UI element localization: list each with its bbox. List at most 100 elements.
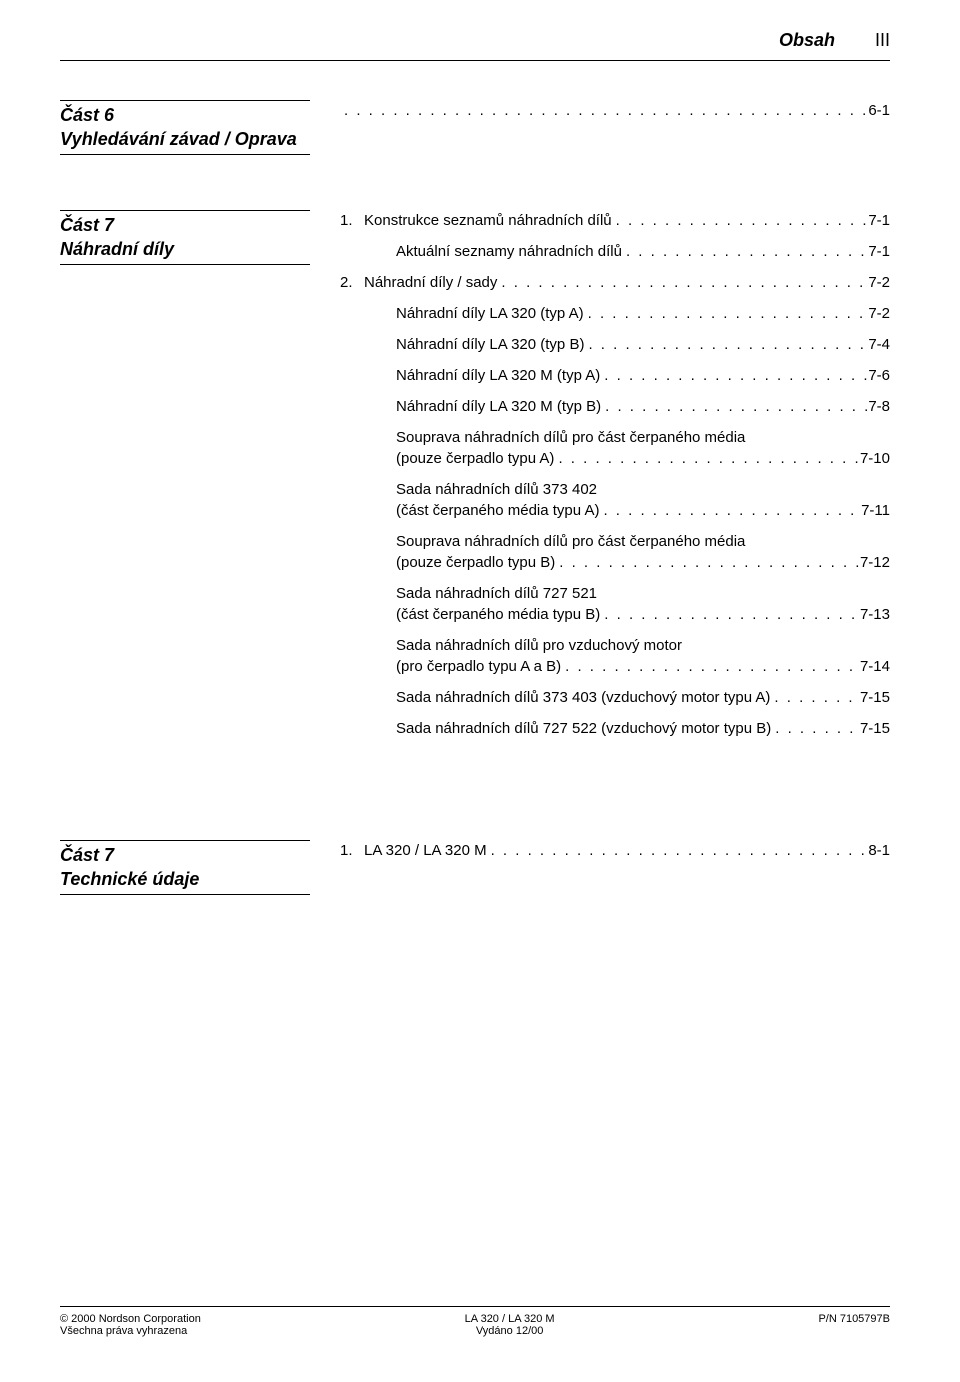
section-7-parts: Část 7 Náhradní díly [60, 210, 310, 265]
section-6: Část 6 Vyhledávání závad / Oprava [60, 100, 310, 155]
toc-entry-multiline: Sada náhradních dílů 727 521 (část čerpa… [340, 583, 890, 625]
toc-entry: 2. Náhradní díly / sady . . . . . . . . … [340, 272, 890, 293]
toc-label: Konstrukce seznamů náhradních dílů [364, 210, 612, 231]
toc-dots: . . . . . . . . . . . . . . . . . . . . … [600, 604, 860, 625]
section-7-heading-line1: Část 7 [60, 213, 310, 237]
toc-dots: . . . . . . . . . . . . . . . . . . . . … [601, 396, 868, 417]
toc-page: 7-11 [861, 500, 890, 521]
heading-rule-under [60, 264, 310, 265]
toc-label-line1: Sada náhradních dílů 727 521 [396, 583, 890, 604]
section-7-tech-heading: Část 7 Technické údaje [60, 840, 310, 895]
toc-page: 8-1 [868, 840, 890, 861]
toc-dots: . . . . . . . . . . . . . . . . . . . . … [584, 334, 868, 355]
toc-label: LA 320 / LA 320 M [364, 840, 487, 861]
toc-entry: Sada náhradních dílů 727 522 (vzduchový … [340, 718, 890, 739]
footer-rule [60, 1306, 890, 1307]
toc-entry: Náhradní díly LA 320 M (typ A) . . . . .… [340, 365, 890, 386]
toc-dots: . . . . . . . . . . . . . . . . . . . . … [599, 500, 861, 521]
toc-label: Sada náhradních dílů 373 403 (vzduchový … [396, 687, 770, 708]
toc-dots: . . . . . . . . . . . . . . . . . . . . … [600, 365, 868, 386]
toc-entry: Sada náhradních dílů 373 403 (vzduchový … [340, 687, 890, 708]
header-title: Obsah [779, 30, 835, 51]
toc-entry-multiline: Sada náhradních dílů pro vzduchový motor… [340, 635, 890, 677]
section-7-parts-heading: Část 7 Náhradní díly [60, 210, 310, 265]
section-6-heading-line2: Vyhledávání závad / Oprava [60, 127, 310, 151]
toc-label-line2: (část čerpaného média typu B) [396, 604, 600, 625]
toc-page: 7-8 [868, 396, 890, 417]
footer-row: © 2000 Nordson Corporation Všechna práva… [60, 1313, 890, 1337]
toc-dots: . . . . . . . . . . . . . . . . . . . . … [612, 210, 869, 231]
toc-entry: Aktuální seznamy náhradních dílů . . . .… [340, 241, 890, 262]
toc-dots: . . . . . . . . . . . . . . . . . . . . … [622, 241, 868, 262]
toc-entry: Náhradní díly LA 320 (typ A) . . . . . .… [340, 303, 890, 324]
footer-left-line1: 2000 Nordson Corporation [71, 1313, 201, 1325]
toc-entry-multiline: Souprava náhradních dílů pro část čerpan… [340, 427, 890, 469]
toc-page: 7-2 [868, 272, 890, 293]
toc-number: 1. [340, 840, 364, 861]
toc-entry: Náhradní díly LA 320 (typ B) . . . . . .… [340, 334, 890, 355]
toc-page: 7-15 [860, 687, 890, 708]
toc-number: 1. [340, 210, 364, 231]
section-7-tech: Část 7 Technické údaje [60, 840, 310, 895]
toc-label-line2: (pouze čerpadlo typu B) [396, 552, 555, 573]
section-7b-heading-line1: Část 7 [60, 843, 310, 867]
toc-entry: Náhradní díly LA 320 M (typ B) . . . . .… [340, 396, 890, 417]
toc-label-line2: (část čerpaného média typu A) [396, 500, 599, 521]
toc-label: Sada náhradních dílů 727 522 (vzduchový … [396, 718, 771, 739]
toc-dots: . . . . . . . . . . . . . . . . . . . . … [487, 840, 869, 861]
toc-label-line1: Souprava náhradních dílů pro část čerpan… [396, 531, 890, 552]
toc-section-6: . . . . . . . . . . . . . . . . . . . . … [340, 100, 890, 131]
toc-dots: . . . . . . . . . . . . . . . . . . . . … [771, 718, 860, 739]
toc-label-line1: Souprava náhradních dílů pro část čerpan… [396, 427, 890, 448]
toc-entry: 1. LA 320 / LA 320 M . . . . . . . . . .… [340, 840, 890, 861]
toc-label: Náhradní díly / sady [364, 272, 497, 293]
toc-page: 7-1 [868, 241, 890, 262]
toc-dots: . . . . . . . . . . . . . . . . . . . . … [497, 272, 868, 293]
toc-label-line2: (pro čerpadlo typu A a B) [396, 656, 561, 677]
toc-entry-multiline: Souprava náhradních dílů pro část čerpan… [340, 531, 890, 573]
toc-page: 6-1 [868, 100, 890, 121]
toc-dots: . . . . . . . . . . . . . . . . . . . . … [770, 687, 860, 708]
footer-center: LA 320 / LA 320 M Vydáno 12/00 [465, 1313, 555, 1337]
toc-page: 7-12 [860, 552, 890, 573]
toc-entry: . . . . . . . . . . . . . . . . . . . . … [340, 100, 890, 121]
toc-dots: . . . . . . . . . . . . . . . . . . . . … [561, 656, 860, 677]
header-rule [60, 60, 890, 61]
toc-label: Aktuální seznamy náhradních dílů [396, 241, 622, 262]
toc-page: 7-4 [868, 334, 890, 355]
toc-label: Náhradní díly LA 320 (typ B) [396, 334, 584, 355]
toc-dots: . . . . . . . . . . . . . . . . . . . . … [584, 303, 869, 324]
page-footer: © 2000 Nordson Corporation Všechna práva… [60, 1306, 890, 1337]
toc-page: 7-15 [860, 718, 890, 739]
toc-page: 7-1 [868, 210, 890, 231]
section-6-heading-line1: Část 6 [60, 103, 310, 127]
heading-rule-under [60, 894, 310, 895]
footer-center-line1: LA 320 / LA 320 M [465, 1313, 555, 1325]
toc-label-line1: Sada náhradních dílů pro vzduchový motor [396, 635, 890, 656]
toc-entry-multiline: Sada náhradních dílů 373 402 (část čerpa… [340, 479, 890, 521]
toc-page: 7-2 [868, 303, 890, 324]
page-header: Obsah III [779, 30, 890, 51]
toc-dots: . . . . . . . . . . . . . . . . . . . . … [554, 448, 860, 469]
toc-page: 7-6 [868, 365, 890, 386]
toc-dots: . . . . . . . . . . . . . . . . . . . . … [340, 100, 868, 121]
header-page-number: III [875, 30, 890, 51]
toc-section-7-tech: 1. LA 320 / LA 320 M . . . . . . . . . .… [340, 840, 890, 871]
toc-page: 7-10 [860, 448, 890, 469]
toc-label-line2: (pouze čerpadlo typu A) [396, 448, 554, 469]
footer-right: P/N 7105797B [818, 1313, 890, 1325]
toc-label: Náhradní díly LA 320 (typ A) [396, 303, 584, 324]
toc-entry: 1. Konstrukce seznamů náhradních dílů . … [340, 210, 890, 231]
footer-right-text: P/N 7105797B [818, 1313, 890, 1325]
toc-number: 2. [340, 272, 364, 293]
toc-dots: . . . . . . . . . . . . . . . . . . . . … [555, 552, 860, 573]
footer-center-line2: Vydáno 12/00 [476, 1325, 543, 1337]
heading-rule-under [60, 154, 310, 155]
footer-left: © 2000 Nordson Corporation Všechna práva… [60, 1313, 201, 1337]
toc-page: 7-13 [860, 604, 890, 625]
toc-label: Náhradní díly LA 320 M (typ B) [396, 396, 601, 417]
section-7b-heading-line2: Technické údaje [60, 867, 310, 891]
copyright-symbol: © [60, 1313, 68, 1325]
section-7-heading-line2: Náhradní díly [60, 237, 310, 261]
toc-page: 7-14 [860, 656, 890, 677]
